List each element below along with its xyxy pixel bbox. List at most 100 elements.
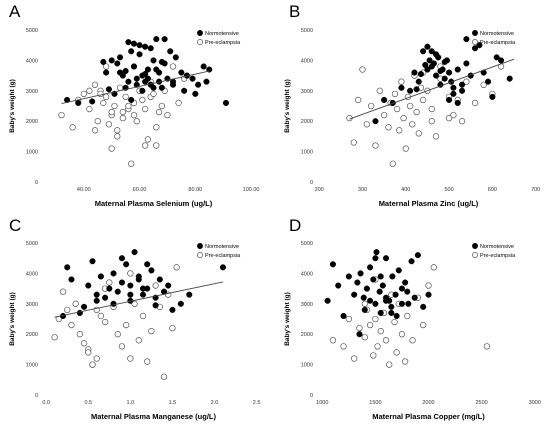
y-tick-label: 2000 [26,332,38,338]
x-tick-label: 300 [358,187,367,193]
data-point-normotensive [81,303,88,310]
data-point-normotensive [103,69,110,76]
data-point-normotensive [398,84,405,91]
data-point-normotensive [420,48,427,55]
data-point-pre-eclampsia [114,133,121,140]
data-point-pre-eclampsia [415,130,422,137]
data-point-normotensive [354,279,361,286]
data-point-normotensive [446,69,453,76]
data-point-normotensive [150,84,157,91]
y-tick-label: 4000 [26,271,38,277]
data-point-normotensive [161,36,168,43]
data-point-normotensive [388,303,395,310]
data-point-pre-eclampsia [100,99,107,107]
data-point-pre-eclampsia [108,108,115,116]
data-point-normotensive [118,255,125,262]
y-tick-label: 4000 [26,58,38,64]
data-point-normotensive [128,48,135,55]
data-point-normotensive [142,71,149,78]
data-point-normotensive [165,282,172,289]
data-point-normotensive [422,61,429,69]
data-point-normotensive [324,297,331,304]
data-point-pre-eclampsia [131,300,138,307]
data-point-normotensive [125,78,132,85]
data-point-normotensive [106,285,113,292]
data-point-normotensive [136,51,143,58]
data-point-normotensive [97,273,104,280]
data-point-normotensive [428,48,435,55]
data-point-pre-eclampsia [127,355,134,362]
data-point-pre-eclampsia [155,108,163,116]
data-point-pre-eclampsia [86,105,93,113]
y-tick-label: 2000 [26,119,38,125]
data-point-pre-eclampsia [359,66,366,73]
data-point-normotensive [167,48,174,55]
panel-c: C 0 1000 2000 3000 4000 5000 0.0 0.5 1.0 1.5 2.0 2.… [0,215,275,430]
y-tick-label: 4000 [301,271,313,277]
data-point-pre-eclampsia [127,270,134,277]
x-axis-label: Maternal Plasma Selenium (ug/L) [95,199,213,208]
data-point-pre-eclampsia [119,108,126,116]
x-tick-label: 40.00 [77,187,91,193]
data-point-pre-eclampsia [133,118,140,125]
data-point-pre-eclampsia [356,324,363,332]
data-point-pre-eclampsia [391,318,398,326]
data-point-normotensive [398,300,406,307]
data-point-normotensive [133,75,140,82]
data-point-pre-eclampsia [58,111,65,119]
regression-line [349,58,515,120]
data-point-normotensive [114,60,121,67]
data-point-pre-eclampsia [160,373,168,380]
data-point-normotensive [433,51,440,58]
data-point-normotensive [420,303,427,310]
data-point-normotensive [153,36,160,43]
data-point-normotensive [357,270,364,277]
data-point-pre-eclampsia [420,321,427,329]
data-point-pre-eclampsia [354,96,362,104]
data-point-normotensive [127,282,134,289]
data-point-normotensive [117,54,124,61]
data-point-normotensive [139,291,147,298]
data-point-normotensive [144,261,151,268]
data-point-pre-eclampsia [367,102,375,110]
data-point-pre-eclampsia [118,343,126,350]
y-tick-label: 1000 [26,150,38,156]
y-axis-label: Baby's weight (g) [284,79,291,133]
data-point-normotensive [144,66,151,73]
legend-marker-pre-eclampsia [197,39,203,45]
data-point-pre-eclampsia [372,142,379,149]
data-point-normotensive [463,60,470,67]
legend-label-pre-eclampsia: Pre-eclampsia [480,253,516,259]
legend-label-normotensive: Normotensive [480,244,514,250]
data-point-normotensive [156,276,163,283]
data-point-pre-eclampsia [398,78,405,85]
legend-marker-pre-eclampsia [472,252,478,258]
data-point-normotensive [393,312,400,320]
data-point-normotensive [373,249,380,256]
data-point-normotensive [437,67,444,75]
data-point-pre-eclampsia [59,288,67,295]
data-point-normotensive [382,297,390,304]
data-point-normotensive [89,98,96,105]
data-point-pre-eclampsia [350,139,357,146]
data-point-normotensive [144,75,151,82]
data-point-normotensive [497,57,505,64]
data-point-normotensive [131,249,138,256]
data-point-normotensive [192,90,199,97]
data-point-pre-eclampsia [150,90,157,97]
data-point-normotensive [356,331,363,338]
data-point-pre-eclampsia [363,121,370,128]
scatter-chart-selenium: 0 1000 2000 3000 4000 5000 40.00 60.00 80.00 100.… [9,28,259,208]
data-point-normotensive [142,43,149,50]
data-point-normotensive [139,285,147,292]
y-tick-label: 4000 [301,58,313,64]
y-tick-label: 2000 [301,332,313,338]
panel-b: B 0 1000 2000 3000 4000 5000 200 300 400 500 600 70… [275,0,550,215]
data-point-pre-eclampsia [389,160,396,167]
data-point-normotensive [128,96,135,103]
x-tick-label: 2000 [422,400,434,406]
data-point-normotensive [172,54,179,61]
legend-label-pre-eclampsia: Pre-eclampsia [480,40,516,46]
data-point-normotensive [130,40,138,47]
y-tick-label: 5000 [301,28,313,34]
